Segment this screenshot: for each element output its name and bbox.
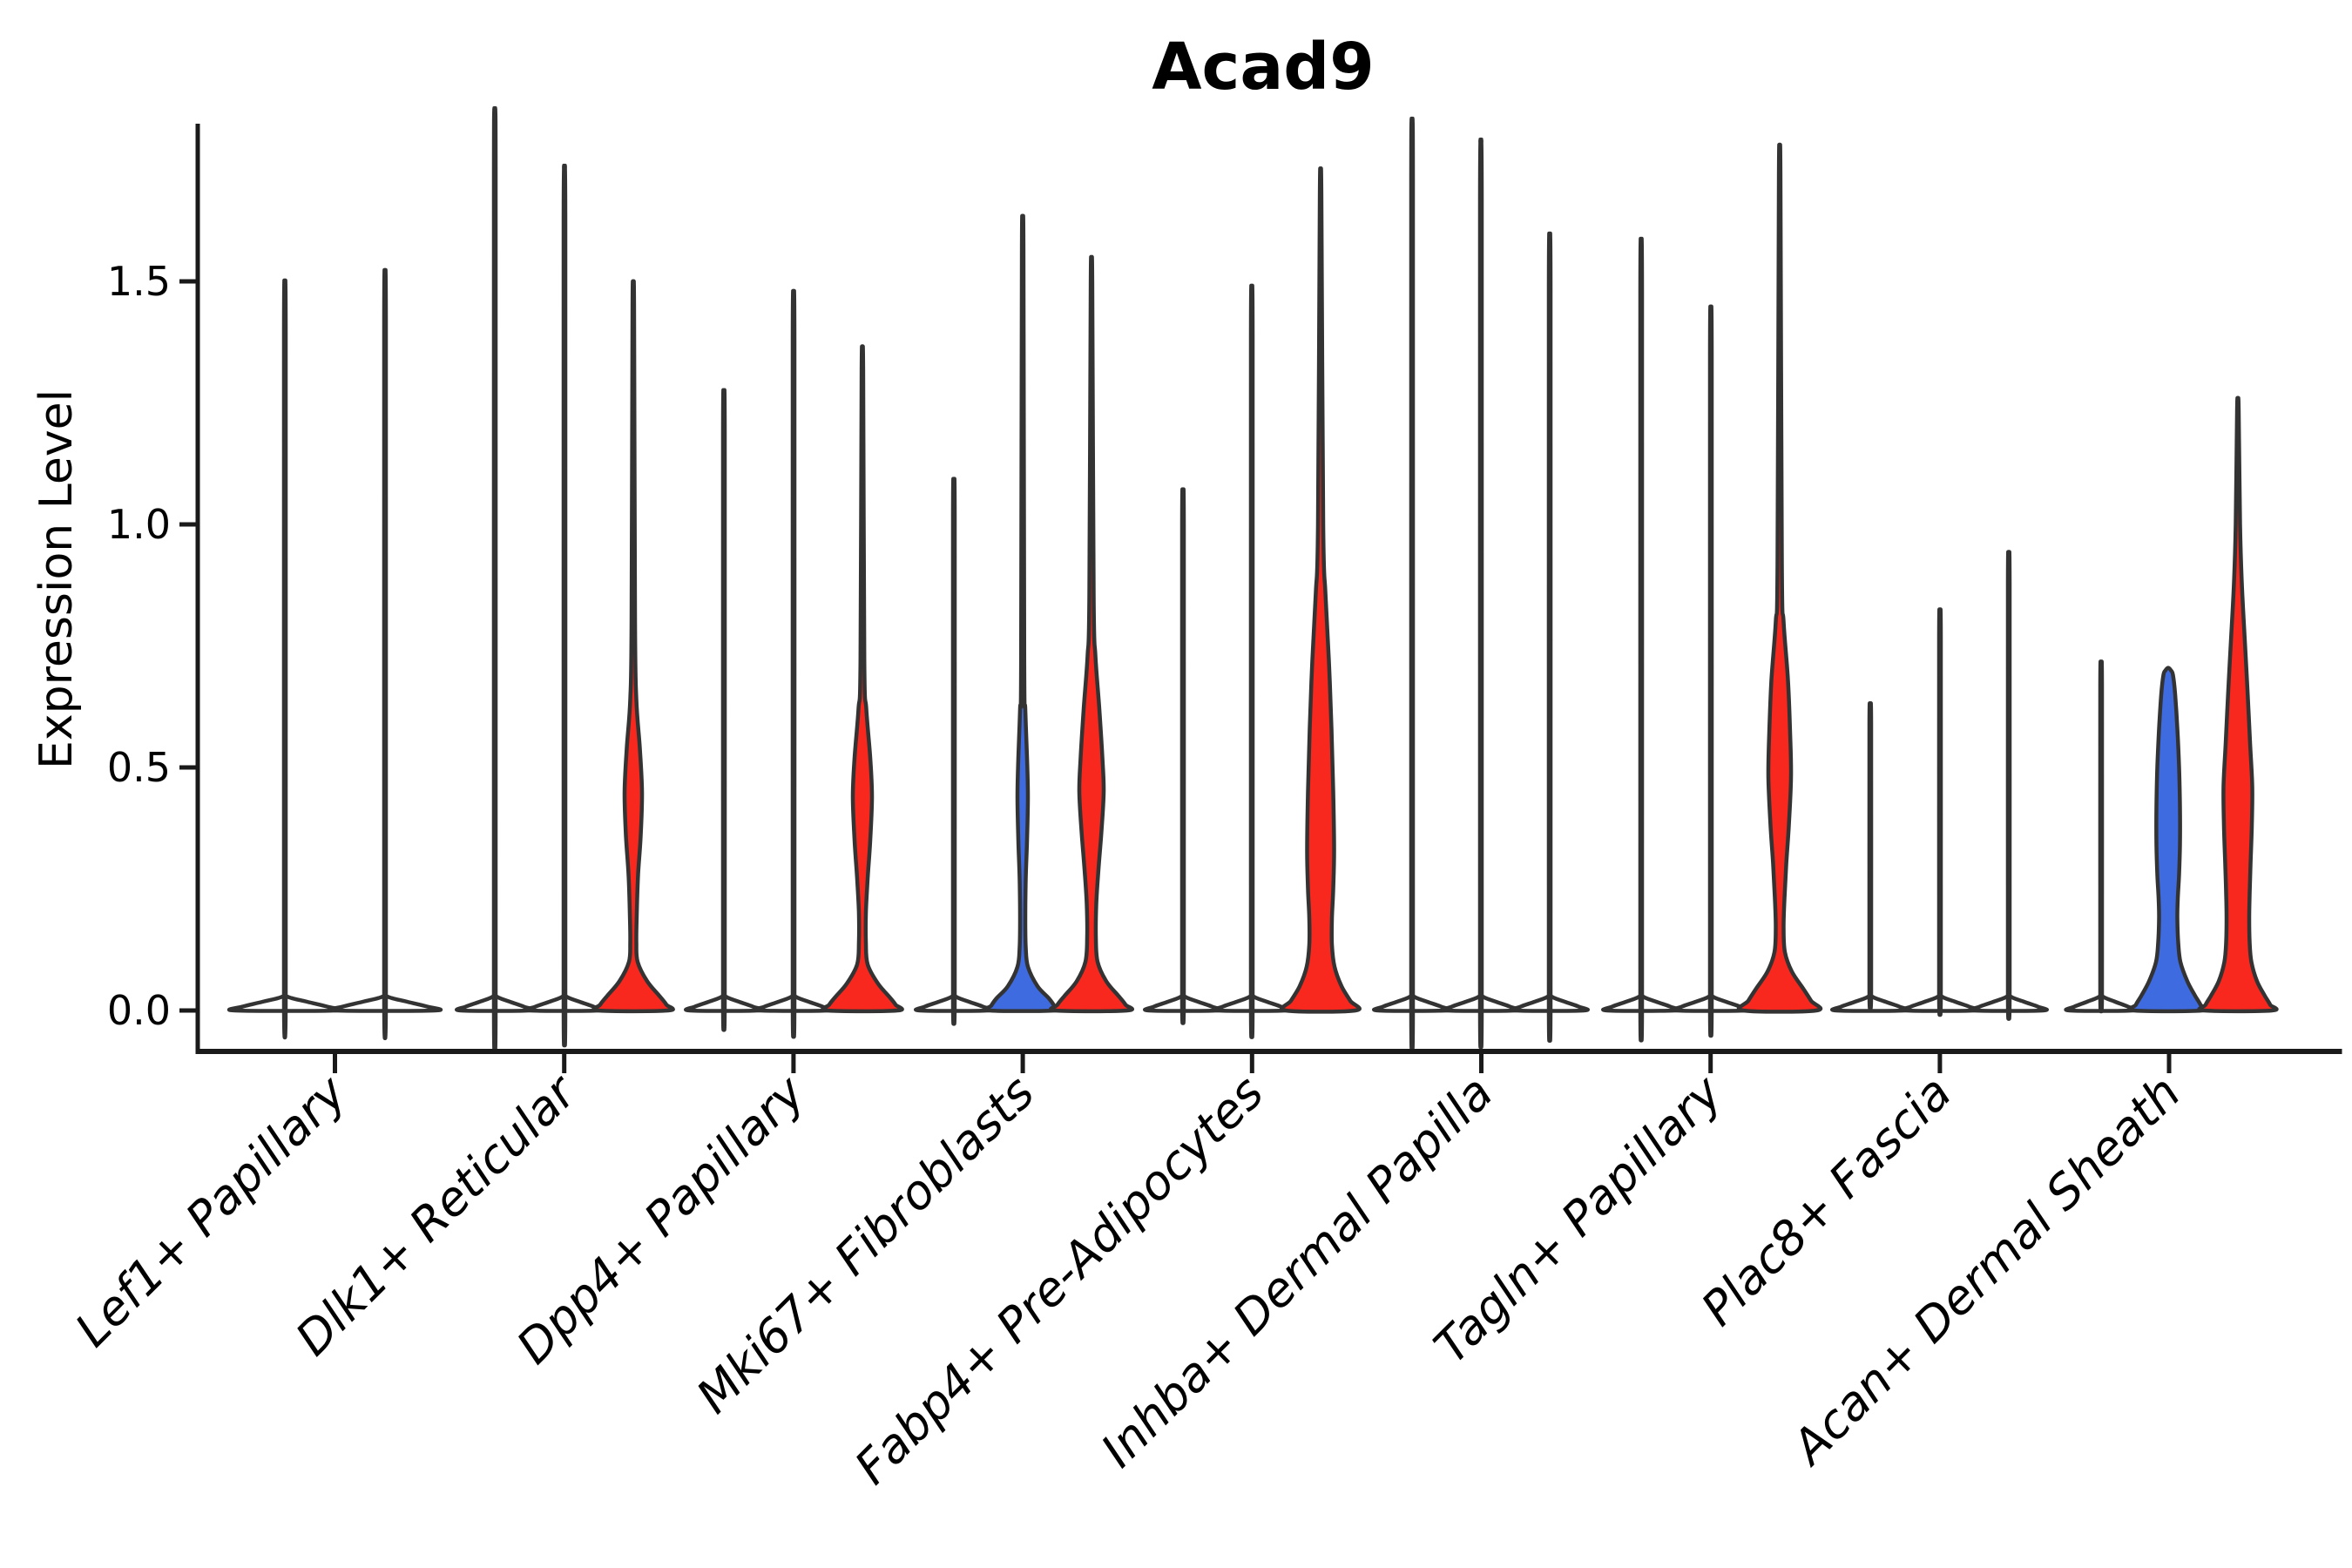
violin-7-3 [1736, 142, 1823, 1014]
y-tick-label: 1.0 [107, 501, 171, 548]
violin-6-3 [1510, 231, 1590, 1043]
violin-8-3 [1969, 550, 2049, 1021]
x-category-label: Acan+ Dermal Sheath [1780, 1065, 2191, 1477]
x-tick-mark [2166, 1054, 2172, 1073]
violin-2-3 [591, 279, 675, 1014]
violin-4-1 [914, 476, 994, 1026]
x-tick-mark [1708, 1054, 1713, 1073]
violin-9-1 [2064, 659, 2139, 1014]
violin-2-2 [524, 163, 605, 1048]
y-tick-mark [179, 1008, 196, 1013]
y-tick-mark [179, 279, 196, 284]
violin-3-1 [684, 388, 764, 1032]
violin-5-3 [1280, 166, 1362, 1014]
violin-5-2 [1212, 283, 1292, 1039]
violin-1-1 [226, 278, 343, 1040]
violin-5-1 [1143, 487, 1223, 1025]
violin-7-2 [1671, 304, 1751, 1037]
violin-8-2 [1900, 607, 1980, 1017]
violin-9-3 [2197, 395, 2279, 1014]
axes-layer [179, 124, 2342, 1073]
y-axis-spine [195, 124, 200, 1054]
x-category-label: Fabp4+ Pre-Adipocytes [844, 1065, 1274, 1495]
violin-4-3 [1049, 254, 1134, 1014]
x-axis-spine [195, 1049, 2342, 1054]
x-tick-mark [791, 1054, 796, 1073]
violin-8-1 [1830, 701, 1910, 1013]
violin-6-1 [1372, 116, 1452, 1051]
plot-title: Acad9 [1152, 30, 1375, 105]
violins-layer [226, 105, 2279, 1051]
x-tick-mark [1020, 1054, 1025, 1073]
violin-3-2 [754, 288, 834, 1039]
y-axis-title: Expression Level [30, 389, 83, 769]
y-tick-label: 1.5 [107, 258, 171, 305]
y-tick-label: 0.5 [107, 744, 171, 791]
x-category-label: Inhba+ Dermal Papilla [1091, 1065, 1504, 1478]
y-tick-labels: 0.0 0.5 1.0 1.5 [107, 258, 171, 1034]
violin-3-3 [821, 344, 904, 1014]
x-tick-mark [1937, 1054, 1943, 1073]
y-tick-mark [179, 522, 196, 527]
x-tick-mark [562, 1054, 567, 1073]
violin-2-1 [455, 105, 535, 1051]
violin-4-2 [983, 213, 1063, 1013]
x-tick-mark [1249, 1054, 1254, 1073]
x-tick-mark [333, 1054, 337, 1073]
y-tick-mark [179, 765, 196, 770]
x-tick-mark [1479, 1054, 1484, 1073]
violin-6-2 [1441, 137, 1521, 1050]
violin-9-2 [2127, 666, 2209, 1014]
violin-1-2 [327, 268, 443, 1040]
y-tick-label: 0.0 [107, 987, 171, 1034]
violin-7-1 [1601, 236, 1681, 1043]
